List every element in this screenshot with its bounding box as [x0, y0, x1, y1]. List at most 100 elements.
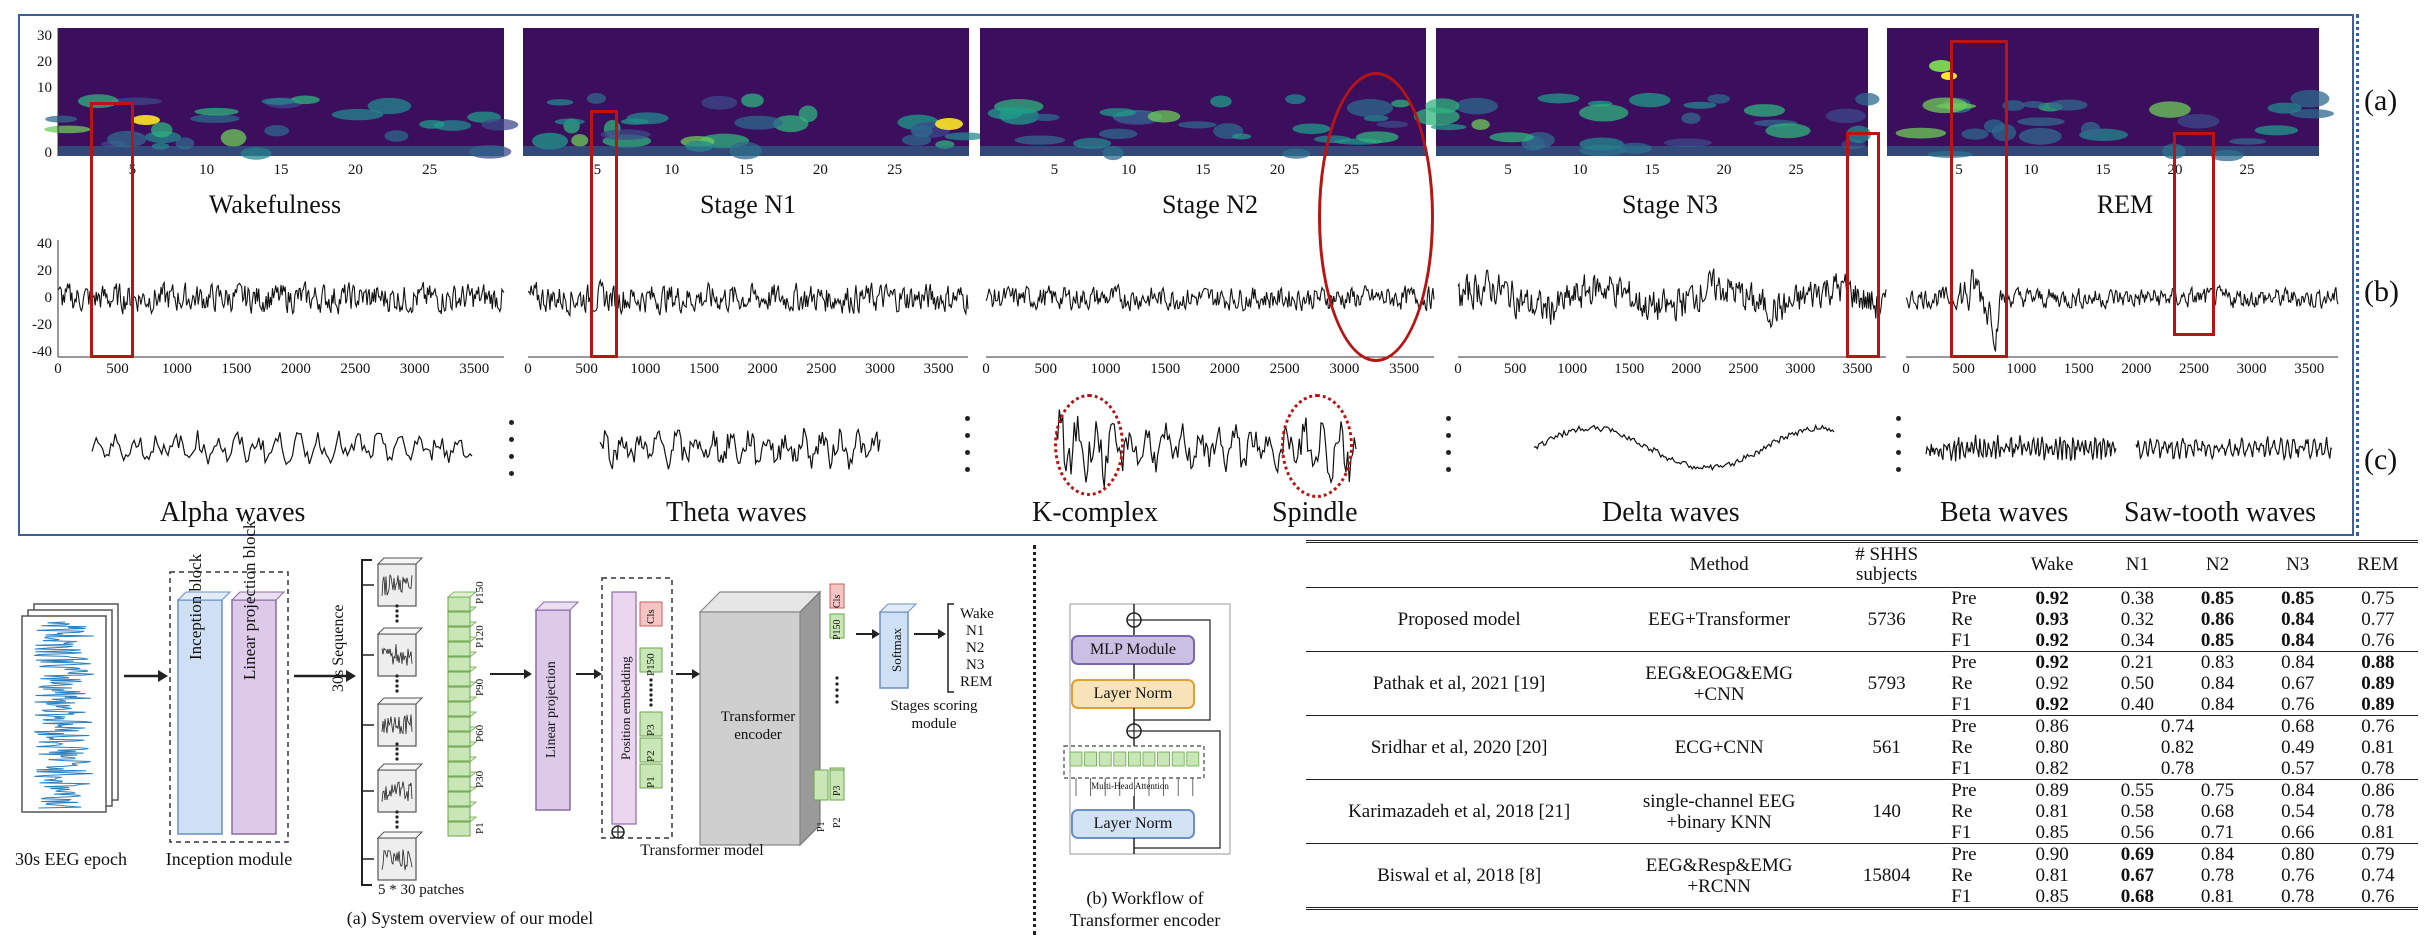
value-cell: 0.92 [2006, 694, 2098, 716]
value-cell: 0.78 [2200, 865, 2235, 886]
wave-label-k-complex: K-complex [1032, 497, 1158, 528]
value-cell: 0.83 [2200, 652, 2235, 673]
method-cell: EEG&EOG&EMG +CNN [1612, 651, 1827, 716]
row-label-c: (c) [2364, 443, 2398, 476]
value-cell: 0.50 [2120, 673, 2155, 694]
value-cell: 0.75 [2361, 588, 2395, 609]
stage-label-n1: Stage N1 [699, 190, 797, 219]
value-cell: 0.82 [2160, 737, 2195, 758]
output-n3: N3 [966, 657, 985, 673]
col-header-method: Method [1612, 541, 1827, 588]
wave-label-beta: Beta waves [1940, 497, 2069, 528]
eeg-signal-trace [527, 278, 969, 318]
value-cell: 0.81 [2361, 737, 2395, 758]
col-header-n2: N2 [2177, 541, 2258, 588]
patch-tag: P150 [645, 653, 657, 676]
sig-ytick: 0 [44, 290, 53, 306]
signal-xtick: 3500 [459, 361, 490, 377]
value-cell: 0.82 [2006, 758, 2098, 780]
signal-xtick: 2000 [280, 361, 311, 377]
value-cell: 0.84 [2281, 652, 2315, 673]
metric-cell: Pre [1951, 844, 1977, 865]
k-complex-highlight [1054, 394, 1124, 496]
signal-xtick: 500 [1034, 361, 1057, 377]
value-cell: 0.67 [2120, 865, 2155, 886]
value-cell: 0.86 [2361, 780, 2395, 801]
value-cell: 0.85 [2200, 588, 2235, 609]
table-row: Re 0.81 0.58 0.68 0.54 0.78 [1306, 801, 2418, 822]
signal-xtick: 0 [524, 361, 532, 377]
value-cell: 0.89 [2337, 694, 2418, 716]
patch-tag: P2 [832, 817, 843, 828]
table-row: F1 0.92 0.34 0.85 0.84 0.76 [1306, 630, 2418, 652]
patch-tag: P1 [816, 821, 827, 832]
value-cell: 0.74 [2160, 716, 2195, 737]
value-cell: 0.68 [2200, 801, 2235, 822]
spec-xtick: 10 [664, 162, 680, 178]
spec-xtick: 5 [593, 162, 602, 178]
metric-cell: F1 [1947, 822, 2007, 844]
spec-xtick: 20 [347, 162, 363, 178]
signal-xtick: 0 [982, 361, 990, 377]
overview-caption: (a) System overview of our model [346, 908, 594, 928]
spec-xtick: 10 [1121, 162, 1137, 178]
value-cell: 0.81 [2035, 801, 2069, 822]
stage-label-rem: REM [2096, 190, 2154, 219]
value-cell: 0.81 [2035, 865, 2069, 886]
value-cell: 0.80 [2035, 737, 2069, 758]
metric-cell: F1 [1947, 758, 2007, 780]
value-cell: 0.66 [2257, 822, 2338, 844]
patches-label: 5 * 30 patches [378, 882, 465, 898]
separator-dots [965, 416, 971, 484]
value-cell: 0.84 [2281, 609, 2315, 630]
mlp-module-label: MLP Module [1089, 641, 1177, 658]
value-cell: 0.68 [2281, 716, 2315, 737]
spec-xtick: 10 [199, 162, 215, 178]
signal-xtick: 2500 [806, 361, 837, 377]
transformer-model-label: Transformer model [640, 842, 764, 859]
value-cell: 0.55 [2120, 780, 2155, 801]
metric-cell: Re [1951, 609, 1973, 630]
metric-cell: F1 [1951, 886, 1972, 907]
value-cell: 0.86 [2035, 716, 2069, 737]
signal-xtick: 3500 [1842, 361, 1873, 377]
value-cell: 0.56 [2097, 822, 2178, 844]
signal-xtick: 1500 [1614, 361, 1645, 377]
patch-tag: Cls [832, 594, 843, 608]
spec-xtick: 10 [1572, 162, 1588, 178]
value-cell: 0.76 [2337, 630, 2418, 652]
inception-module-label: Inception module [165, 849, 293, 869]
stage-label-n3: Stage N3 [1621, 190, 1719, 219]
spec-xtick: 5 [1955, 162, 1963, 178]
signal-xtick: 1000 [161, 361, 192, 377]
value-cell: 0.78 [2361, 801, 2395, 822]
signal-xtick: 2500 [1728, 361, 1759, 377]
highlight-box-rem-sawtooth [2173, 132, 2215, 336]
table-header-row: Method # SHHS subjects Wake N1 N2 N3 REM [1306, 541, 2418, 588]
linear-projection-label: Linear projection [544, 661, 559, 758]
metric-cell: Re [1951, 801, 1973, 822]
stage-label-wakefulness: Wakefulness [208, 190, 342, 219]
spec-xtick: 5 [1050, 162, 1059, 178]
signal-xtick: 3000 [399, 361, 430, 377]
wave-label-theta: Theta waves [666, 497, 807, 528]
model-name-cell: Karimazadeh et al, 2018 [21] [1306, 779, 1613, 844]
signal-xtick: 3000 [2236, 361, 2267, 377]
signal-xtick: 500 [106, 361, 129, 377]
value-cell: 0.76 [2361, 716, 2395, 737]
patch-tag: P150 [832, 619, 843, 640]
value-cell: 0.21 [2120, 652, 2155, 673]
eeg-signal-trace [1905, 268, 2339, 352]
sig-ytick: -20 [32, 317, 52, 333]
signal-xtick: 1000 [1557, 361, 1588, 377]
table-row: Pathak et al, 2021 [19] EEG&EOG&EMG +CNN 57… [1306, 651, 2418, 716]
figure-divider [2356, 14, 2359, 536]
signal-xtick: 1500 [1150, 361, 1181, 377]
signal-xtick: 2000 [1209, 361, 1240, 377]
patch-tag: P90 [474, 678, 486, 696]
transformer-encoder-label: Transformer encoder [720, 709, 796, 743]
spec-xtick: 25 [1788, 162, 1804, 178]
value-cell: 0.32 [2120, 609, 2155, 630]
value-cell: 0.92 [2006, 630, 2098, 652]
layer-norm-top-label: Layer Norm [1093, 685, 1173, 702]
